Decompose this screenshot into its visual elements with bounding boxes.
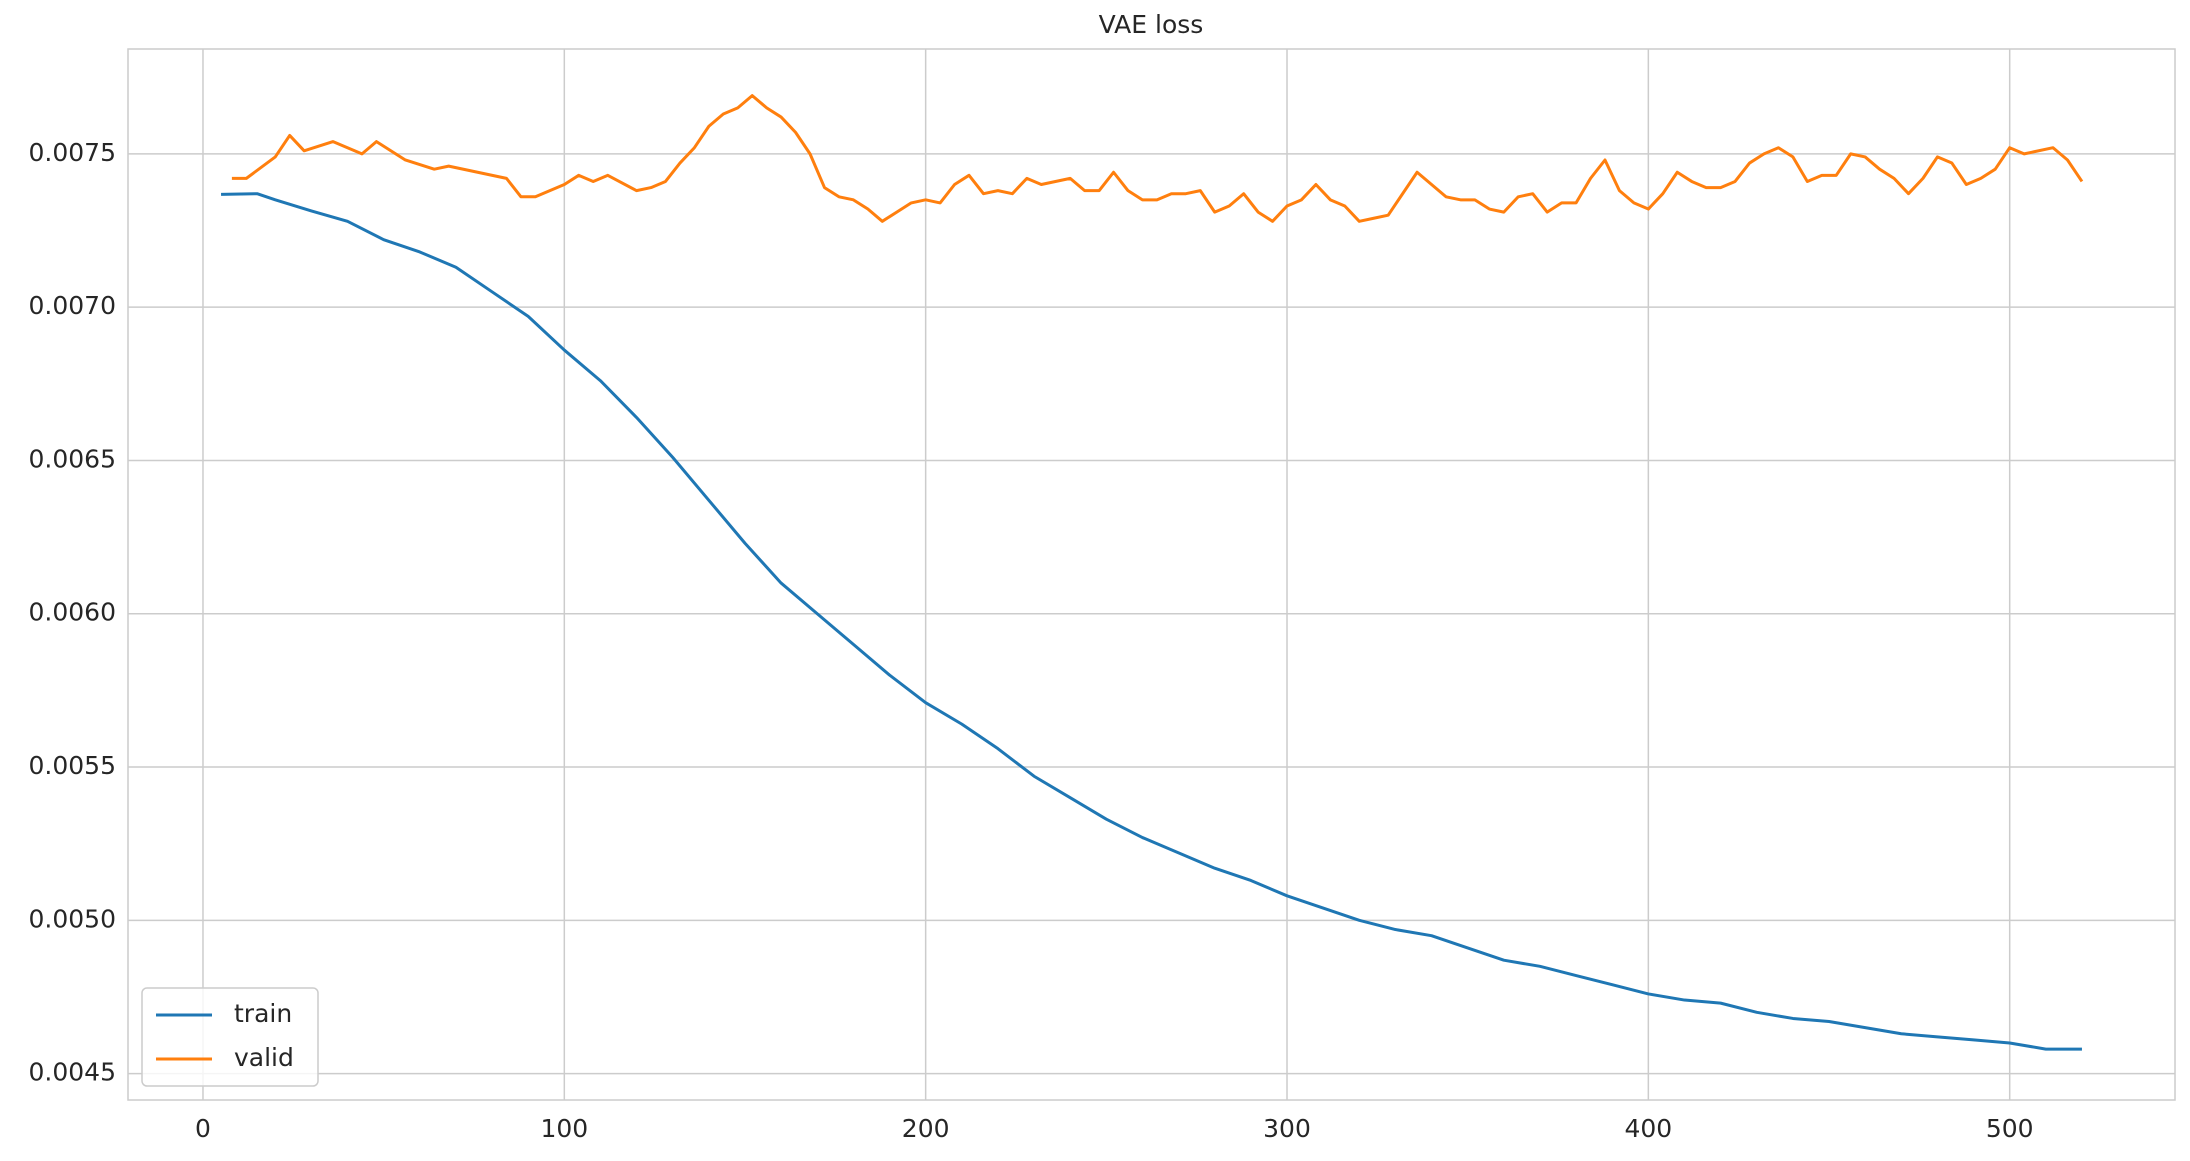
legend-label: train: [234, 999, 292, 1028]
x-tick-label: 200: [902, 1114, 950, 1143]
chart-title: VAE loss: [1099, 10, 1204, 39]
x-tick-label: 0: [195, 1114, 211, 1143]
x-tick-label: 500: [1986, 1114, 2034, 1143]
y-tick-label: 0.0075: [29, 138, 116, 167]
plot-frame: [127, 48, 2176, 1101]
x-tick-label: 100: [540, 1114, 588, 1143]
y-tick-label: 0.0065: [29, 444, 116, 473]
x-tick-label: 400: [1624, 1114, 1672, 1143]
y-tick-label: 0.0055: [29, 751, 116, 780]
y-tick-label: 0.0070: [29, 291, 116, 320]
line-series: [221, 192, 2082, 1051]
legend-label: valid: [234, 1043, 294, 1072]
x-tick-label: 300: [1263, 1114, 1311, 1143]
y-tick-label: 0.0045: [29, 1058, 116, 1087]
line-series: [231, 94, 2084, 223]
y-tick-label: 0.0060: [29, 598, 116, 627]
legend-box: [141, 987, 319, 1087]
y-tick-label: 0.0050: [29, 904, 116, 933]
